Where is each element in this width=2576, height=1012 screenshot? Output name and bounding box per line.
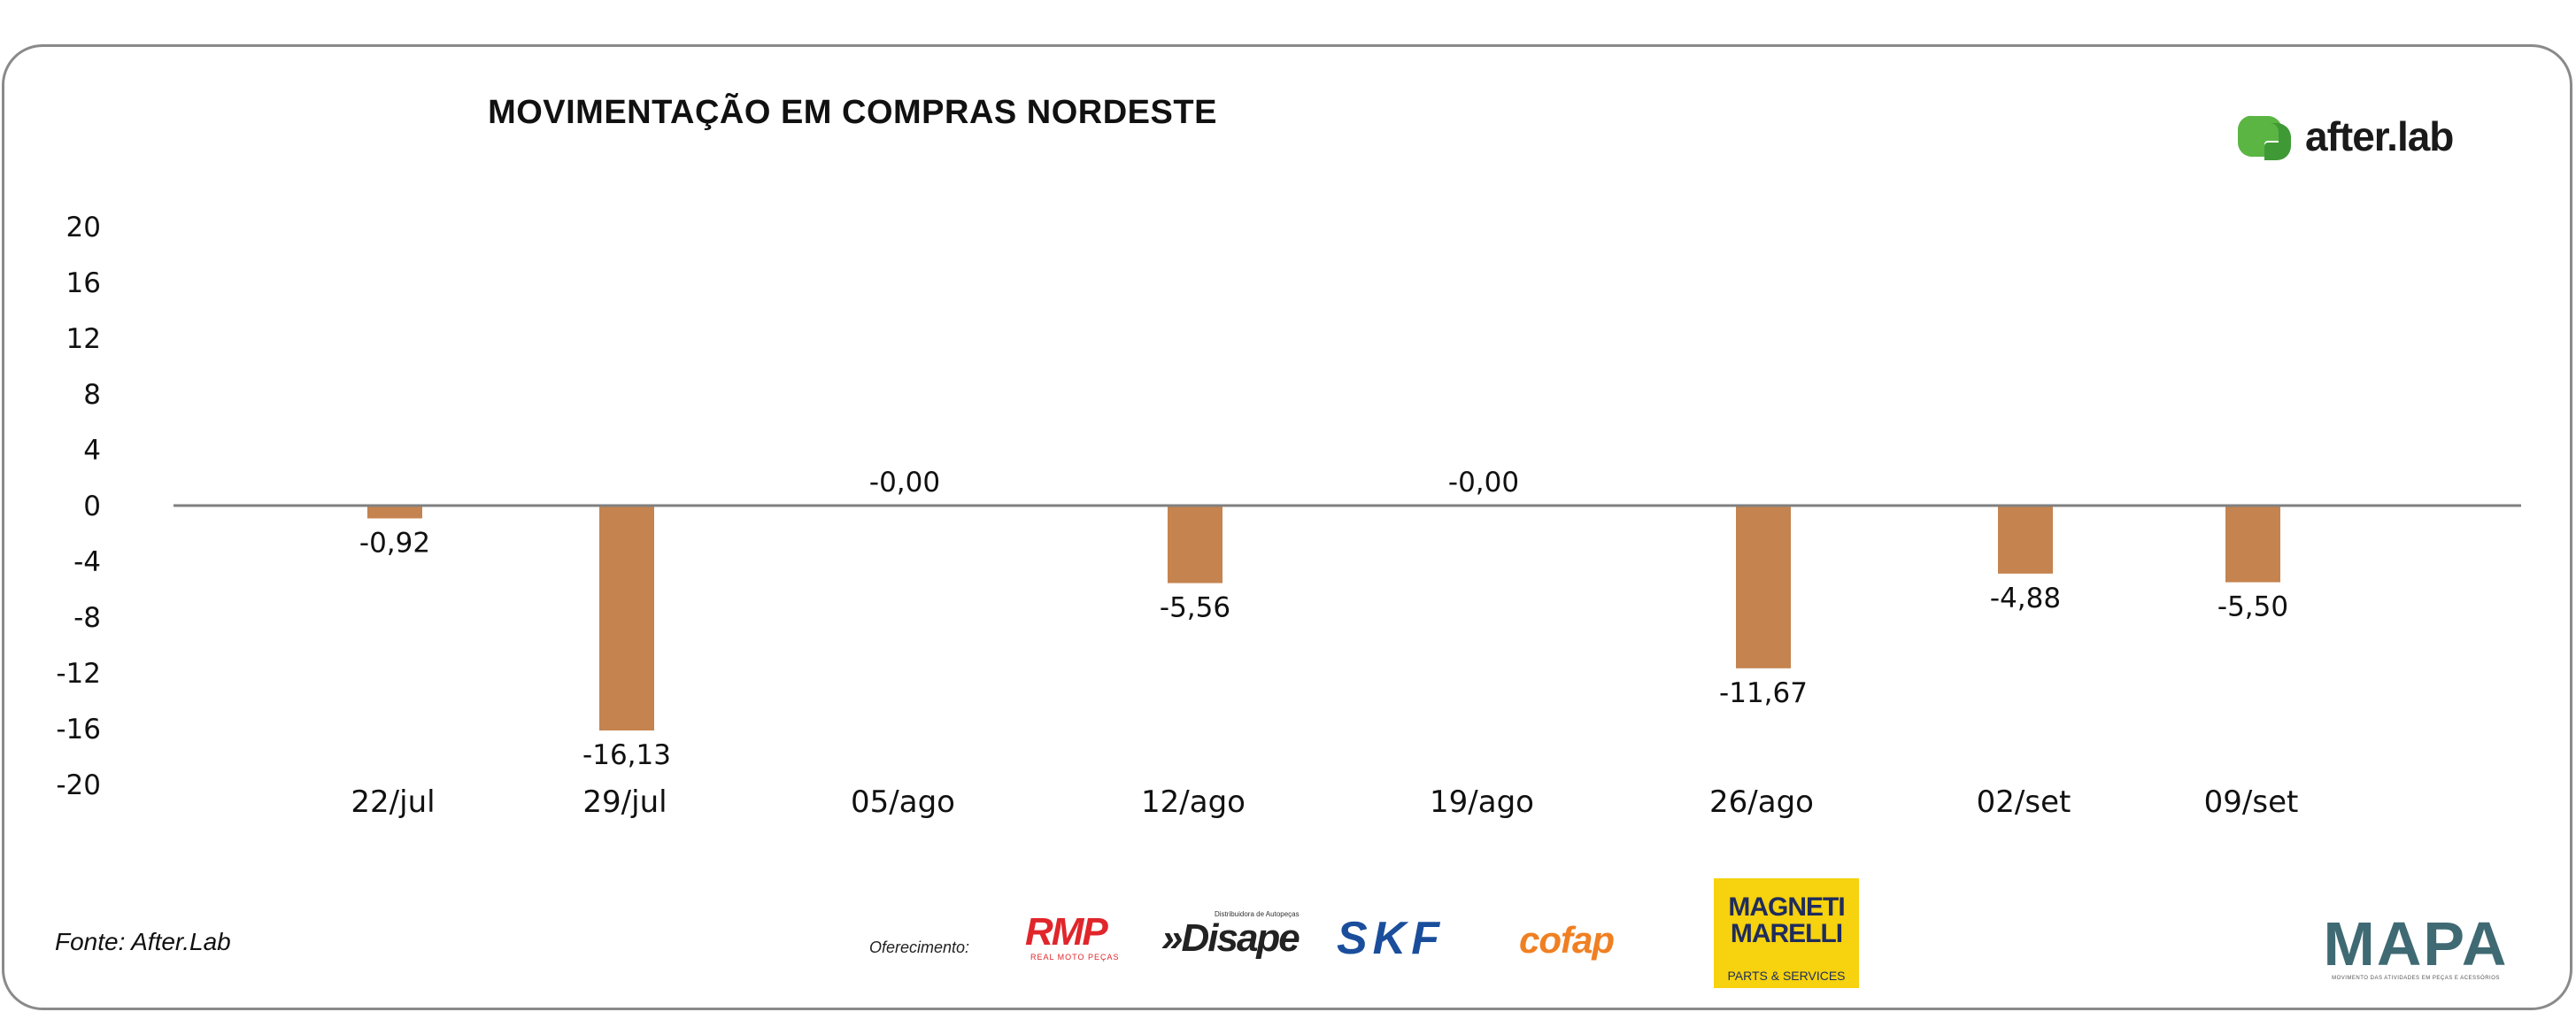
data-label: -16,13 — [582, 739, 671, 771]
y-tick-label: -4 — [73, 546, 101, 578]
mapa-logo-text: MAPA — [2323, 909, 2509, 978]
rmp-logo-subtext: REAL MOTO PEÇAS — [1030, 953, 1120, 962]
data-label: -0,92 — [359, 527, 430, 559]
magneti-marelli-logo-text: MAGNETI MARELLI — [1714, 894, 1859, 947]
bar — [1998, 506, 2053, 574]
data-labels: -0,92 -16,13 -0,00 -5,56 -0,00 -11,67 -4,88 -5,… — [359, 467, 2288, 771]
afterlab-logo-text: after.lab — [2305, 113, 2454, 159]
x-category-label: 29/jul — [582, 784, 667, 820]
bar — [1168, 506, 1222, 583]
disape-logo-text: »Disape — [1161, 916, 1300, 960]
y-tick-label: -20 — [56, 769, 101, 801]
y-tick-label: 8 — [83, 379, 101, 411]
y-tick-label: 4 — [83, 435, 101, 467]
x-category-label: 09/set — [2204, 784, 2299, 820]
x-category-label: 22/jul — [351, 784, 435, 820]
rmp-logo-text: RMP — [1025, 910, 1108, 954]
y-tick-label: -8 — [73, 602, 101, 634]
x-axis-labels: 22/jul 29/jul 05/ago 12/ago 19/ago 26/ago 02/s… — [351, 784, 2298, 820]
x-category-label: 05/ago — [851, 784, 955, 820]
mapa-logo: MAPA MOVIMENTO DAS ATIVIDADES EM PEÇAS E… — [2316, 912, 2516, 983]
bar — [367, 506, 422, 519]
afterlab-logo: after.lab — [2233, 111, 2454, 162]
bars — [367, 506, 2280, 731]
data-label: -4,88 — [1990, 583, 2061, 614]
y-tick-label: 20 — [66, 212, 101, 243]
mapa-logo-subtext: MOVIMENTO DAS ATIVIDADES EM PEÇAS E ACES… — [2332, 976, 2500, 981]
cofap-logo-text: cofap — [1519, 919, 1615, 961]
y-tick-label: 0 — [83, 491, 101, 522]
x-category-label: 12/ago — [1141, 784, 1246, 820]
magneti-marelli-subtext: PARTS & SERVICES — [1727, 969, 1846, 983]
bar — [1736, 506, 1791, 668]
data-label: -11,67 — [1719, 677, 1808, 709]
y-axis-ticks: 20 16 12 8 4 0 -4 -8 -12 -16 -20 — [56, 212, 101, 801]
magneti-marelli-logo: MAGNETI MARELLI PARTS & SERVICES — [1714, 878, 1859, 988]
magneti-line1: MAGNETI — [1728, 892, 1845, 922]
source-note: Fonte: After.Lab — [55, 928, 231, 955]
disape-logo-subtext: Distribuidora de Autopeças — [1215, 910, 1300, 918]
x-category-label: 19/ago — [1430, 784, 1534, 820]
x-category-label: 02/set — [1977, 784, 2071, 820]
y-tick-label: 12 — [66, 323, 101, 355]
rmp-logo: RMP REAL MOTO PEÇAS — [1025, 912, 1142, 965]
chart-frame — [2, 44, 2572, 1010]
bar — [599, 506, 654, 731]
chart-title: MOVIMENTAÇÃO EM COMPRAS NORDESTE — [488, 94, 1217, 131]
data-label: -0,00 — [1448, 467, 1519, 498]
data-label: -5,50 — [2217, 591, 2288, 623]
afterlab-logo-icon — [2237, 116, 2291, 160]
data-label: -5,56 — [1160, 592, 1230, 624]
sponsor-label: Oferecimento: — [869, 939, 970, 956]
skf-logo: SKF — [1337, 914, 1501, 965]
y-tick-label: -16 — [56, 714, 101, 745]
data-label: -0,00 — [869, 467, 940, 498]
disape-logo: Distribuidora de Autopeças »Disape — [1161, 910, 1321, 965]
y-tick-label: 16 — [66, 267, 101, 299]
skf-logo-text: SKF — [1337, 913, 1445, 964]
y-tick-label: -12 — [56, 658, 101, 690]
bar — [2225, 506, 2280, 583]
cofap-logo: cofap — [1519, 915, 1687, 967]
x-category-label: 26/ago — [1709, 784, 1814, 820]
magneti-line2: MARELLI — [1730, 919, 1843, 948]
